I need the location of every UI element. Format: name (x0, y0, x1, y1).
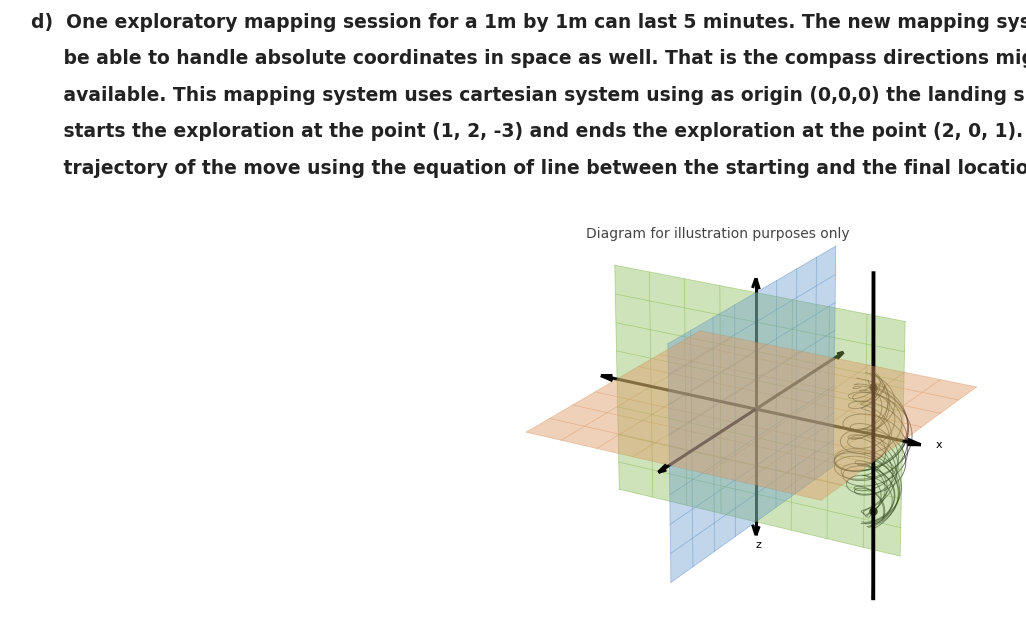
Text: trajectory of the move using the equation of line between the starting and the f: trajectory of the move using the equatio… (31, 159, 1026, 178)
Text: d)  One exploratory mapping session for a 1m by 1m can last 5 minutes. The new m: d) One exploratory mapping session for a… (31, 13, 1026, 32)
Text: available. This mapping system uses cartesian system using as origin (0,0,0) the: available. This mapping system uses cart… (31, 86, 1026, 105)
Text: be able to handle absolute coordinates in space as well. That is the compass dir: be able to handle absolute coordinates i… (31, 49, 1026, 68)
Text: Diagram for illustration purposes only: Diagram for illustration purposes only (587, 227, 850, 241)
Text: starts the exploration at the point (1, 2, -3) and ends the exploration at the p: starts the exploration at the point (1, … (31, 122, 1026, 141)
